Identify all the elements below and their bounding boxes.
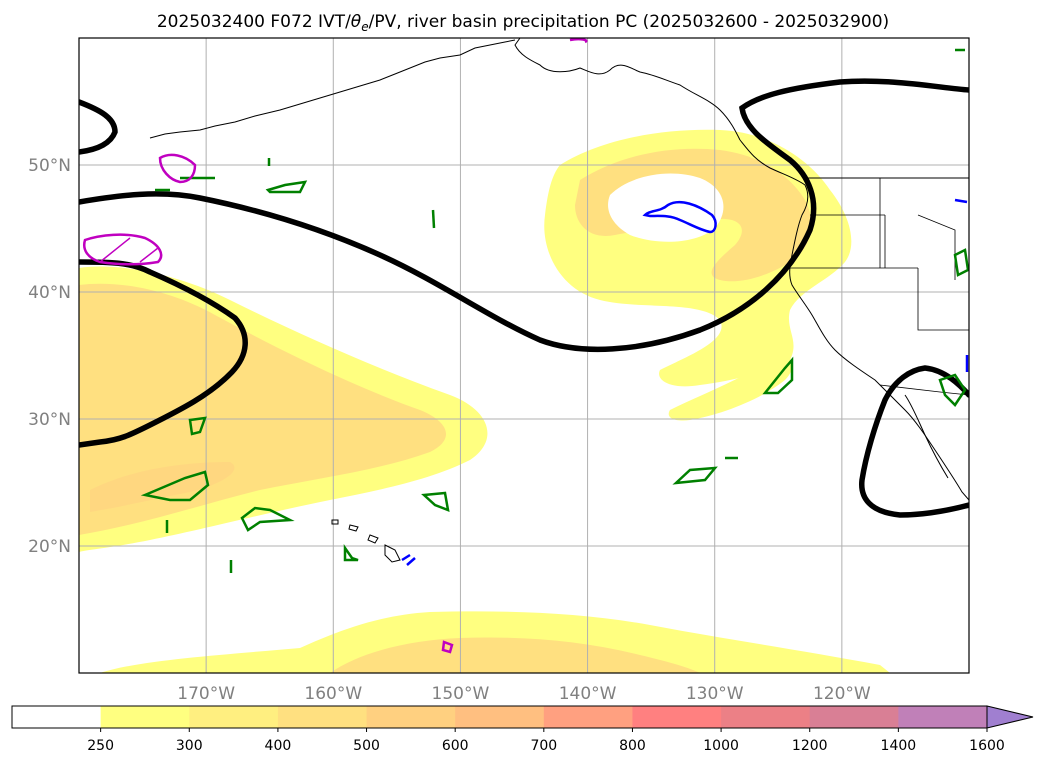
pv-magenta-3: [441, 640, 454, 654]
lon-tick-label: 120°W: [813, 684, 871, 704]
lon-tick-label: 160°W: [304, 684, 362, 704]
lon-tick-label: 170°W: [177, 684, 235, 704]
colorbar-tick-label: 1600: [969, 738, 1005, 754]
map-frame: [78, 37, 970, 674]
lon-tick-label: 150°W: [432, 684, 490, 704]
colorbar-tick-label: 400: [265, 738, 292, 754]
pv-magenta-2: [158, 153, 197, 184]
coast-alaska: [514, 38, 741, 141]
colorbar-segment: [632, 706, 722, 728]
colorbar-tick-label: 500: [353, 738, 380, 754]
pv-green-1: [140, 470, 210, 502]
pv-magenta-4: [569, 38, 588, 44]
colorbar-segment: [366, 706, 456, 728]
colorbar-tick-label: 800: [619, 738, 646, 754]
border-states: [790, 178, 969, 331]
colorbar-segment: [809, 706, 899, 728]
coast-aleutians: [149, 39, 516, 139]
colorbar: 250 300 400 500 600 700 800 1000 1200 1400 1600: [11, 705, 1034, 754]
theta-e-contours: [79, 78, 969, 518]
coast-hawaii-maui: [367, 534, 379, 544]
pv-green-7: [431, 209, 436, 229]
colorbar-tick-label: 600: [442, 738, 469, 754]
theta-e-contour-western: [79, 259, 248, 448]
colorbar-segment: [543, 706, 633, 728]
pv-green-4: [265, 180, 308, 194]
pv-contours-magenta: [83, 38, 588, 654]
pv-green-17: [953, 248, 969, 277]
colorbar-extend-arrow: [986, 705, 1034, 729]
lon-tick-label: 130°W: [686, 684, 744, 704]
plot-title: 2025032400 F072 IVT/θe/PV, river basin p…: [157, 12, 889, 34]
gridlines: [79, 38, 969, 673]
lat-tick-label: 50°N: [28, 156, 71, 176]
theta-e-contour-baja: [859, 365, 969, 518]
pv-green-16: [938, 373, 967, 407]
colorbar-segment: [100, 706, 190, 728]
pv-magenta-1: [83, 233, 163, 266]
lat-tick-labels: 50°N 40°N 30°N 20°N: [28, 156, 71, 557]
pv-blue-2: [401, 553, 416, 566]
pv-contours-green: [140, 48, 969, 573]
colorbar-segment: [455, 706, 545, 728]
lat-tick-label: 30°N: [28, 410, 71, 430]
coast-hawaii-big: [384, 544, 401, 563]
pv-contours-blue: [401, 198, 969, 566]
colorbar-tick-label: 700: [530, 738, 557, 754]
pv-green-9: [421, 491, 450, 512]
colorbar-tick-label: 300: [176, 738, 203, 754]
colorbar-tick-label: 1200: [792, 738, 828, 754]
pv-blue-3: [954, 198, 968, 204]
colorbar-tick-label: 1400: [881, 738, 917, 754]
coast-baja: [904, 394, 949, 479]
lat-tick-label: 20°N: [28, 537, 71, 557]
colorbar-tick-label: 1000: [703, 738, 739, 754]
lat-tick-label: 40°N: [28, 283, 71, 303]
ivt-shade-southern-tail: [668, 356, 793, 421]
colorbar-segment: [189, 706, 279, 728]
colorbar-segment: [721, 706, 811, 728]
pv-green-13: [672, 466, 718, 485]
colorbar-segment: [898, 706, 988, 728]
pv-blue-1: [642, 200, 717, 234]
theta-e-contour-main: [79, 78, 969, 353]
colorbar-segment: [277, 706, 368, 728]
pv-green-3: [188, 416, 207, 436]
colorbar-tick-label: 250: [87, 738, 114, 754]
ivt-shade-southern-band-core: [330, 637, 700, 673]
colorbar-segment: [12, 706, 102, 728]
border-mexico: [879, 384, 969, 396]
coast-bc-westcoast: [739, 139, 969, 501]
map-panel[interactable]: [78, 37, 970, 674]
coast-hawaii-oahu: [348, 524, 359, 532]
colorbar-frame: [11, 705, 988, 729]
coastlines: [149, 38, 969, 563]
pv-magenta-1-inner: [99, 237, 159, 263]
lon-tick-label: 140°W: [559, 684, 617, 704]
pv-green-2: [240, 506, 295, 532]
pv-green-15: [762, 356, 794, 395]
pv-green-10: [343, 544, 359, 562]
lon-tick-labels: 170°W 160°W 150°W 140°W 130°W 120°W: [177, 684, 871, 704]
theta-e-contour-north: [79, 99, 118, 155]
coast-hawaii-kauai: [331, 519, 339, 525]
